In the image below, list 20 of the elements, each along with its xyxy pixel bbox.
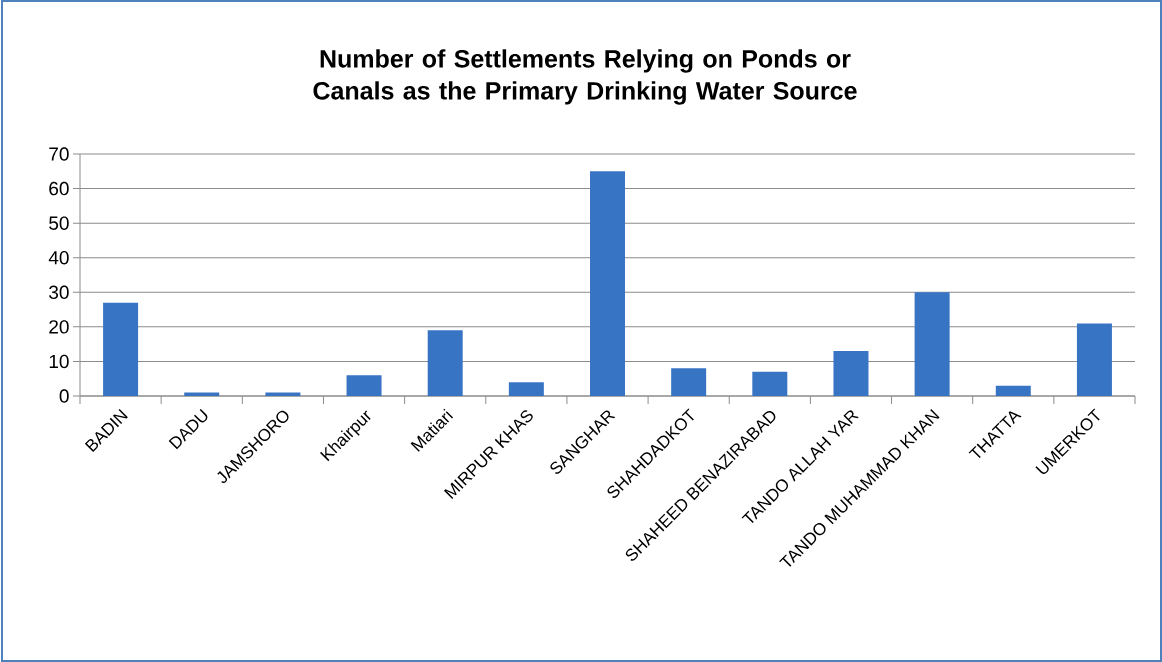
- y-tick-label: 60: [49, 181, 69, 196]
- bar: [752, 371, 788, 396]
- y-tick-label: 50: [49, 216, 69, 230]
- bar: [508, 382, 544, 396]
- bar: [671, 368, 707, 396]
- chart-title: Number of Settlements Relying on Ponds or Canals as the Primary Drinking Water Source: [313, 49, 857, 105]
- y-tick-label: 70: [49, 147, 69, 161]
- bar: [590, 171, 626, 396]
- bar: [427, 330, 463, 396]
- y-tick-label: 30: [49, 285, 69, 300]
- bar: [103, 302, 139, 396]
- bar: [914, 292, 950, 396]
- bar: [346, 375, 382, 396]
- y-tick-label: 0: [59, 389, 69, 403]
- y-tick-label: 10: [49, 354, 69, 369]
- y-tick-label: 20: [49, 320, 69, 334]
- bar: [995, 385, 1031, 396]
- y-tick-label: 40: [48, 250, 69, 265]
- bar: [1076, 323, 1112, 396]
- bar: [833, 351, 869, 396]
